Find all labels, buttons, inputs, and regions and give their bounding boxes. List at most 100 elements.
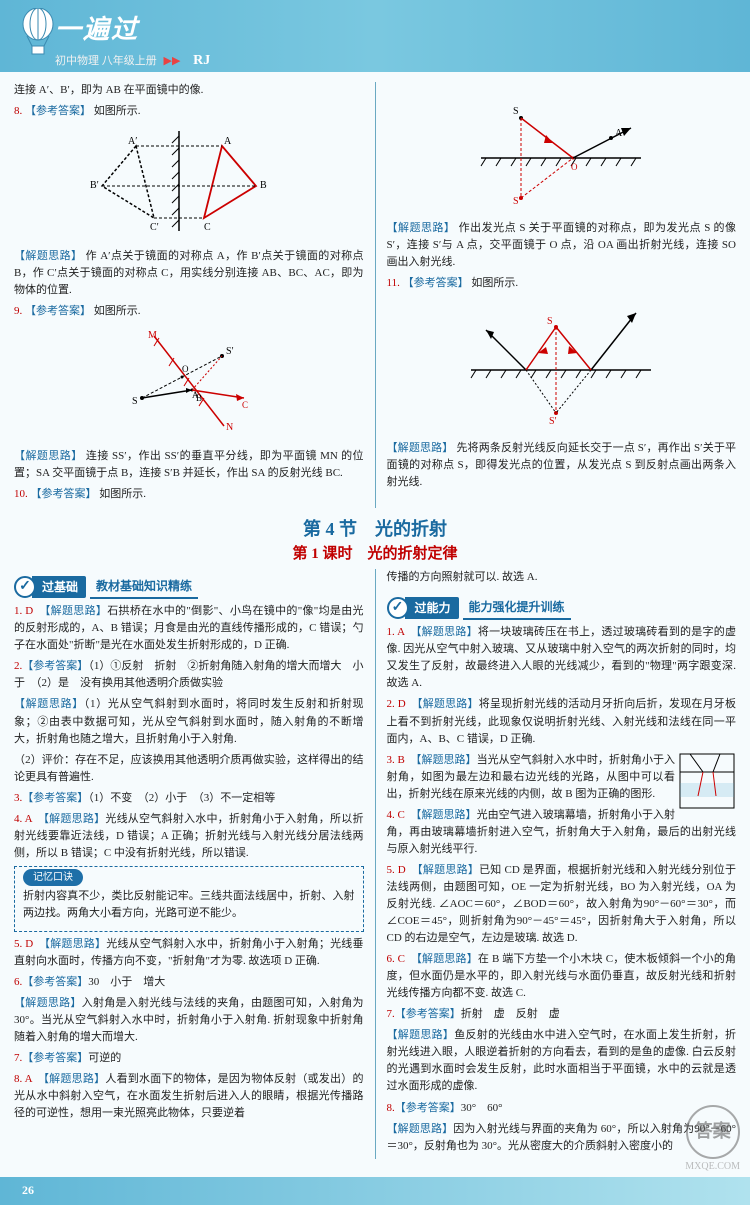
pill-power: ✓ 过能力 能力强化提升训练 xyxy=(387,596,571,621)
svg-text:B: B xyxy=(260,180,267,191)
lower-columns: ✓ 过基础 教材基础知识精练 1. D 【解题思路】石拱桥在水中的"倒影"、小鸟… xyxy=(14,569,736,1159)
pill-power-main: 过能力 xyxy=(405,597,459,620)
check-icon: ✓ xyxy=(14,576,36,598)
svg-text:S′: S′ xyxy=(549,416,557,427)
svg-text:A: A xyxy=(224,136,232,147)
q3-mini-diagram xyxy=(678,752,736,810)
arrows-icon: ▶▶ xyxy=(164,55,181,67)
page-footer: 26 xyxy=(0,1177,750,1205)
ll-p2: 2.【参考答案】（1）①反射 折射 ②折射角随入射角的增大而增大 小于 （2）是… xyxy=(14,658,364,692)
lower-left-col: ✓ 过基础 教材基础知识精练 1. D 【解题思路】石拱桥在水中的"倒影"、小鸟… xyxy=(14,569,364,1159)
lr-p5: 5. D 【解题思路】已知 CD 是界面，根据折射光线和入射光线分别位于法线两侧… xyxy=(387,862,737,947)
svg-text:S: S xyxy=(132,396,138,407)
q11-idea: 【解题思路】 先将两条反射光线反向延长交于一点 S′，再作出 S′关于平面镜的对… xyxy=(387,440,737,491)
q8: 8. 【参考答案】 如图所示. xyxy=(14,103,364,120)
q10-idea: 【解题思路】 作出发光点 S 关于平面镜的对称点，即为发光点 S 的像 S′，连… xyxy=(387,220,737,271)
brand-title: 一遍过 xyxy=(55,0,750,50)
ll-p7: 7.【参考答案】可逆的 xyxy=(14,1050,364,1067)
q10-num: 10. xyxy=(14,488,28,500)
svg-text:O: O xyxy=(182,364,189,374)
pill-power-sub: 能力强化提升训练 xyxy=(463,596,571,621)
q9-diagram: MN S S′ O A B C xyxy=(14,326,364,442)
svg-text:C: C xyxy=(204,222,211,233)
q8-idea-label: 【解题思路】 xyxy=(14,250,82,262)
watermark-badge: 答案 xyxy=(686,1105,740,1159)
upper-right-col: S S′ A O 【解题思路】 作出发光点 S 关于平面镜的对称点，即为发 xyxy=(387,82,737,508)
svg-text:M: M xyxy=(148,330,157,341)
svg-text:A′: A′ xyxy=(128,136,137,147)
upper-columns: 连接 A′、B′，即为 AB 在平面镜中的像. 8. 【参考答案】 如图所示. xyxy=(14,82,736,508)
svg-text:B: B xyxy=(196,393,202,403)
svg-text:S: S xyxy=(513,106,519,117)
memory-text: 折射内容真不少，类比反射能记牢。三线共面法线居中，折射、入射两边找。两角大小看方… xyxy=(23,888,355,922)
page-number: 26 xyxy=(22,1181,34,1200)
page-header: 一遍过 初中物理 八年级上册 ▶▶ RJ xyxy=(0,0,750,72)
balloon-icon xyxy=(18,8,58,63)
q10-diagram: S S′ A O xyxy=(387,88,737,214)
q8-label: 【参考答案】 xyxy=(25,105,91,117)
svg-text:C′: C′ xyxy=(150,222,159,233)
column-divider-2 xyxy=(375,569,376,1159)
lr-p6: 6. C 【解题思路】在 B 端下方垫一个小木块 C，使木板倾斜一个小的角度，但… xyxy=(387,951,737,1002)
subtitle-row: 初中物理 八年级上册 ▶▶ RJ xyxy=(55,50,750,72)
check-icon-2: ✓ xyxy=(387,597,409,619)
svg-text:O: O xyxy=(571,162,578,172)
section4-title: 第 4 节 光的折射 第 1 课时 光的折射定律 xyxy=(14,516,736,567)
column-divider xyxy=(375,82,376,508)
lr-p8: 8.【参考答案】30° 60° xyxy=(387,1100,737,1117)
svg-text:S′: S′ xyxy=(513,196,521,207)
q9-idea: 【解题思路】 连接 SS′，作出 SS′的垂直平分线，即为平面镜 MN 的位置；… xyxy=(14,448,364,482)
ll-p6-idea: 【解题思路】入射角是入射光线与法线的夹角，由题图可知，入射角为 30°。当光从空… xyxy=(14,995,364,1046)
svg-text:S′: S′ xyxy=(226,346,234,357)
ll-p6: 6.【参考答案】30 小于 增大 xyxy=(14,974,364,991)
q11-text: 如图所示. xyxy=(471,277,518,289)
q9-text: 如图所示. xyxy=(94,305,141,317)
section4-main: 第 4 节 光的折射 xyxy=(303,519,447,539)
pill-basic-sub: 教材基础知识精练 xyxy=(90,575,198,600)
ll-p1: 1. D 【解题思路】石拱桥在水中的"倒影"、小鸟在镜中的"像"均是由光的反射形… xyxy=(14,603,364,654)
q11-label: 【参考答案】 xyxy=(403,277,469,289)
svg-text:C: C xyxy=(242,400,248,410)
q8-num: 8. xyxy=(14,105,22,117)
subtitle-text: 初中物理 八年级上册 xyxy=(55,55,157,67)
lr-p7: 7.【参考答案】折射 虚 反射 虚 xyxy=(387,1006,737,1023)
svg-text:B′: B′ xyxy=(90,180,99,191)
q10-text: 如图所示. xyxy=(99,488,146,500)
rj-badge: RJ xyxy=(193,53,210,68)
q10: 10. 【参考答案】 如图所示. xyxy=(14,486,364,503)
q8-text: 如图所示. xyxy=(94,105,141,117)
q11-diagram: S′ S xyxy=(387,298,737,434)
section4-sub: 第 1 课时 光的折射定律 xyxy=(292,546,457,562)
pill-basic: ✓ 过基础 教材基础知识精练 xyxy=(14,575,198,600)
lr-p4: 4. C 【解题思路】光由空气进入玻璃幕墙，折射角小于入射角，再由玻璃幕墙折射进… xyxy=(387,807,737,858)
lr-p1: 1. A 【解题思路】将一块玻璃砖压在书上，透过玻璃砖看到的是字的虚像. 因光从… xyxy=(387,624,737,692)
q9-num: 9. xyxy=(14,305,22,317)
ll-p2-idea: 【解题思路】（1）光从空气斜射到水面时，将同时发生反射和折射现象；②由表中数据可… xyxy=(14,696,364,747)
q9-idea-label: 【解题思路】 xyxy=(14,450,83,462)
watermark-url: MXQE.COM xyxy=(685,1159,740,1175)
ll-p2-tail: （2）评价：存在不足，应该换用其他透明介质再做实验，这样得出的结论更具有普遍性. xyxy=(14,752,364,786)
watermark: 答案 MXQE.COM xyxy=(685,1105,740,1175)
q8-diagram: A′ A B′ B C′ C xyxy=(14,126,364,242)
q9: 9. 【参考答案】 如图所示. xyxy=(14,303,364,320)
pill-basic-main: 过基础 xyxy=(32,576,86,599)
ll-p3: 3.【参考答案】（1）不变 （2）小于 （3）不一定相等 xyxy=(14,790,364,807)
lr-p2: 2. D 【解题思路】将呈现折射光线的活动月牙折向后折，发现在月牙板上看不到折射… xyxy=(387,696,737,747)
ll-p8: 8. A 【解题思路】人看到水面下的物体，是因为物体反射（或发出）的光从水中斜射… xyxy=(14,1071,364,1122)
memory-box: 记忆口诀 折射内容真不少，类比反射能记牢。三线共面法线居中，折射、入射两边找。两… xyxy=(14,866,364,932)
lr-p8-idea: 【解题思路】因为入射光线与界面的夹角为 60°，所以入射角为90°－60°＝30… xyxy=(387,1121,737,1155)
q9-label: 【参考答案】 xyxy=(25,305,91,317)
intro-text: 连接 A′、B′，即为 AB 在平面镜中的像. xyxy=(14,82,364,99)
ll-p5: 5. D 【解题思路】光线从空气斜射入水中，折射角小于入射角；光线垂直射向水面时… xyxy=(14,936,364,970)
svg-text:S: S xyxy=(547,316,553,327)
q11-idea-label: 【解题思路】 xyxy=(387,442,454,454)
lr-p0: 传播的方向照射就可以. 故选 A. xyxy=(387,569,737,586)
q11-num: 11. xyxy=(387,277,400,289)
q11: 11. 【参考答案】 如图所示. xyxy=(387,275,737,292)
lr-p7-idea: 【解题思路】鱼反射的光线由水中进入空气时，在水面上发生折射，折射光线进入眼，人眼… xyxy=(387,1027,737,1095)
lower-right-col: 传播的方向照射就可以. 故选 A. ✓ 过能力 能力强化提升训练 1. A 【解… xyxy=(387,569,737,1159)
upper-left-col: 连接 A′、B′，即为 AB 在平面镜中的像. 8. 【参考答案】 如图所示. xyxy=(14,82,364,508)
svg-text:N: N xyxy=(226,422,233,433)
q10-idea-label: 【解题思路】 xyxy=(387,222,456,234)
memory-tag: 记忆口诀 xyxy=(23,869,83,887)
